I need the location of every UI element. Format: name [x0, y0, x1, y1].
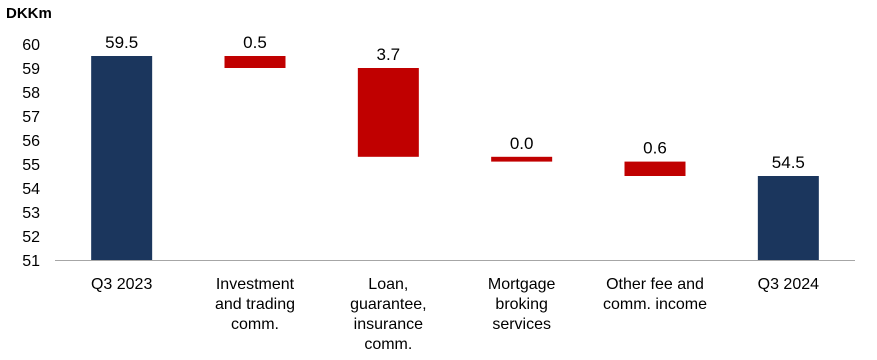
- x-tick-label: Mortgage broking services: [488, 276, 556, 333]
- data-label: 0.0: [510, 134, 534, 153]
- x-tick-label: Loan, guarantee, insurance comm.: [350, 276, 427, 353]
- y-tick-label: 53: [22, 205, 40, 222]
- data-label: 3.7: [377, 45, 401, 64]
- change-bar: [224, 56, 286, 68]
- x-tick-label-line: insurance: [354, 316, 423, 333]
- total-bar: [91, 56, 153, 260]
- x-tick-label-line: and trading: [215, 296, 295, 313]
- y-tick-label: 58: [22, 85, 40, 102]
- total-bar: [757, 176, 819, 260]
- x-tick-label-line: comm. income: [603, 296, 707, 313]
- x-tick-label: Investment and trading comm.: [215, 276, 295, 333]
- x-tick-label: Q3 2023: [91, 276, 152, 293]
- data-label: 0.6: [643, 139, 667, 158]
- x-tick-label-line: Mortgage: [488, 276, 556, 293]
- x-tick-label-line: Investment: [216, 276, 295, 293]
- y-tick-label: 52: [22, 229, 40, 246]
- x-tick-label-line: comm.: [364, 336, 412, 353]
- x-tick-label-line: broking: [495, 296, 547, 313]
- y-tick-label: 56: [22, 133, 40, 150]
- y-axis-ticks: 51 52 53 54 55 56 57 58 59 60: [22, 37, 40, 270]
- data-label: 0.5: [243, 33, 267, 52]
- x-tick-label-line: Other fee and: [606, 276, 704, 293]
- change-bar: [357, 68, 419, 157]
- y-tick-label: 59: [22, 61, 40, 78]
- data-labels-group: 59.5 0.5 3.7 0.0 0.6 54.5: [105, 33, 805, 172]
- x-tick-label-line: services: [492, 316, 551, 333]
- y-tick-label: 57: [22, 109, 40, 126]
- x-tick-label-line: guarantee,: [350, 296, 427, 313]
- y-tick-label: 51: [22, 253, 40, 270]
- y-tick-label: 54: [22, 181, 40, 198]
- y-tick-label: 60: [22, 37, 40, 54]
- x-tick-label: Other fee and comm. income: [603, 276, 707, 313]
- x-tick-label-line: comm.: [231, 316, 279, 333]
- change-bar: [491, 156, 553, 162]
- x-axis-labels: Q3 2023 Investment and trading comm. Loan, gu…: [91, 276, 819, 353]
- change-bar: [624, 161, 686, 176]
- y-tick-label: 55: [22, 157, 40, 174]
- x-tick-label: Q3 2024: [758, 276, 819, 293]
- x-tick-label-line: Q3 2023: [91, 276, 152, 293]
- data-label: 54.5: [772, 153, 805, 172]
- x-tick-label-line: Q3 2024: [758, 276, 819, 293]
- data-label: 59.5: [105, 33, 138, 52]
- unit-label: DKKm: [6, 5, 52, 22]
- bars-group: [91, 56, 819, 260]
- x-tick-label-line: Loan,: [368, 276, 408, 293]
